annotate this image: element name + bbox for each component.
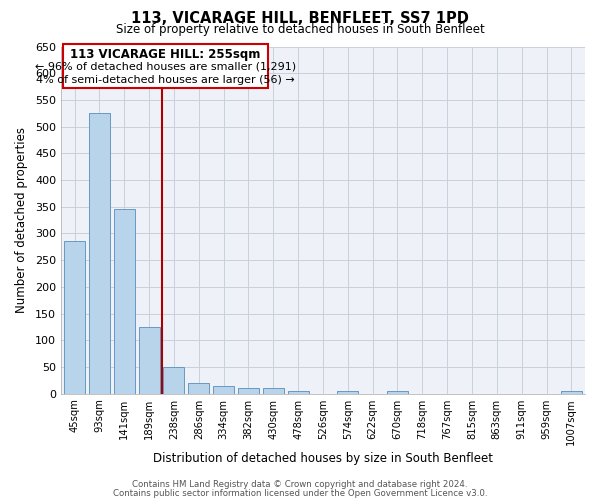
Bar [263, 388, 284, 394]
Text: Contains public sector information licensed under the Open Government Licence v3: Contains public sector information licen… [113, 488, 487, 498]
Text: 113 VICARAGE HILL: 255sqm: 113 VICARAGE HILL: 255sqm [70, 48, 260, 61]
Bar [287, 391, 308, 394]
Text: Contains HM Land Registry data © Crown copyright and database right 2024.: Contains HM Land Registry data © Crown c… [132, 480, 468, 489]
Bar [188, 383, 209, 394]
Bar [163, 367, 184, 394]
Text: Size of property relative to detached houses in South Benfleet: Size of property relative to detached ho… [116, 22, 484, 36]
Bar [64, 242, 85, 394]
Text: 4% of semi-detached houses are larger (56) →: 4% of semi-detached houses are larger (5… [36, 76, 295, 86]
Y-axis label: Number of detached properties: Number of detached properties [15, 127, 28, 313]
Bar [561, 391, 582, 394]
X-axis label: Distribution of detached houses by size in South Benfleet: Distribution of detached houses by size … [153, 452, 493, 465]
Text: 113, VICARAGE HILL, BENFLEET, SS7 1PD: 113, VICARAGE HILL, BENFLEET, SS7 1PD [131, 11, 469, 26]
Bar [387, 391, 408, 394]
Bar [238, 388, 259, 394]
Bar [114, 210, 135, 394]
Bar [337, 391, 358, 394]
Bar [139, 327, 160, 394]
Bar [89, 114, 110, 394]
FancyBboxPatch shape [62, 44, 268, 88]
Bar [213, 386, 234, 394]
Text: ← 96% of detached houses are smaller (1,291): ← 96% of detached houses are smaller (1,… [35, 62, 296, 72]
